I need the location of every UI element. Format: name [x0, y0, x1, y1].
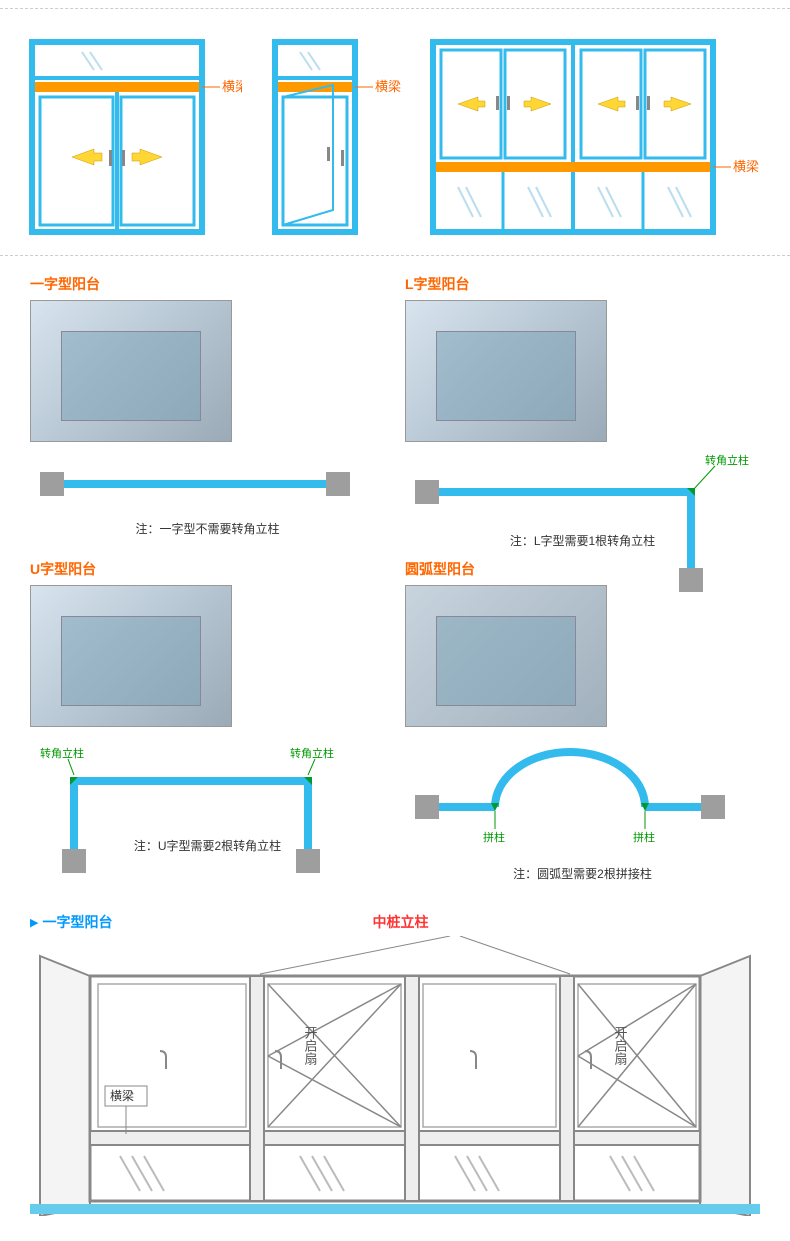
bottom-section: ▶ 一字型阳台 中桩立柱 开启扇 开启扇	[0, 892, 790, 1241]
bottom-title-row: ▶ 一字型阳台 中桩立柱	[30, 912, 760, 932]
balcony-title-U: U字型阳台	[30, 559, 385, 579]
bottom-title: 一字型阳台	[42, 912, 112, 932]
sash-label-1: 开启扇	[303, 1026, 318, 1065]
note-arc: 注：圆弧型需要2根拼接柱	[405, 865, 760, 882]
balcony-L: L字型阳台 转角立柱 注：L字型需要1根转角立柱	[405, 274, 760, 549]
corner-label-U-right: 转角立柱	[290, 746, 334, 760]
arc-label-left: 拼柱	[483, 830, 505, 844]
arc-label-right: 拼柱	[633, 830, 655, 844]
beam-label-2: 横梁	[375, 79, 401, 94]
window-diagram-1: 横梁	[22, 37, 242, 237]
window-diagram-3: 横梁	[428, 37, 768, 237]
top-divider	[0, 8, 790, 9]
top-window-diagrams: 横梁 横梁	[0, 17, 790, 247]
balcony-title-arc: 圆弧型阳台	[405, 559, 760, 579]
plan-arc: 拼柱 拼柱	[405, 737, 745, 857]
balcony-U: U字型阳台 转角立柱 转角立柱 注：U字型需要2根转角立柱	[30, 559, 385, 882]
bottom-elevation: 开启扇 开启扇 横梁	[30, 936, 760, 1216]
beam-label-3: 横梁	[733, 159, 759, 174]
bottom-beam-label: 横梁	[110, 1088, 134, 1103]
balcony-title-line: 一字型阳台	[30, 274, 385, 294]
window-diagram-2: 横梁	[265, 37, 405, 237]
plan-line	[30, 452, 360, 512]
note-line: 注：一字型不需要转角立柱	[30, 520, 385, 537]
mid-divider	[0, 255, 790, 256]
beam-label-1: 横梁	[222, 79, 242, 94]
note-L: 注：L字型需要1根转角立柱	[405, 532, 760, 549]
note-U: 注：U字型需要2根转角立柱	[30, 837, 385, 854]
sash-label-2: 开启扇	[613, 1026, 628, 1065]
photo-arc	[405, 585, 607, 727]
balcony-line: 一字型阳台 注：一字型不需要转角立柱	[30, 274, 385, 549]
photo-L	[405, 300, 607, 442]
corner-label-L: 转角立柱	[705, 453, 749, 467]
triangle-icon: ▶	[30, 916, 38, 929]
photo-line	[30, 300, 232, 442]
mid-pillar-label: 中桩立柱	[372, 912, 428, 932]
balcony-title-L: L字型阳台	[405, 274, 760, 294]
corner-label-U-left: 转角立柱	[40, 746, 84, 760]
balcony-types-grid: 一字型阳台 注：一字型不需要转角立柱 L字型阳台 转角立柱 注：L字型需要1根转…	[0, 264, 790, 892]
photo-U	[30, 585, 232, 727]
plan-U: 转角立柱 转角立柱	[30, 737, 370, 877]
balcony-arc: 圆弧型阳台 拼柱 拼柱 注：圆弧型需要2根拼接柱	[405, 559, 760, 882]
